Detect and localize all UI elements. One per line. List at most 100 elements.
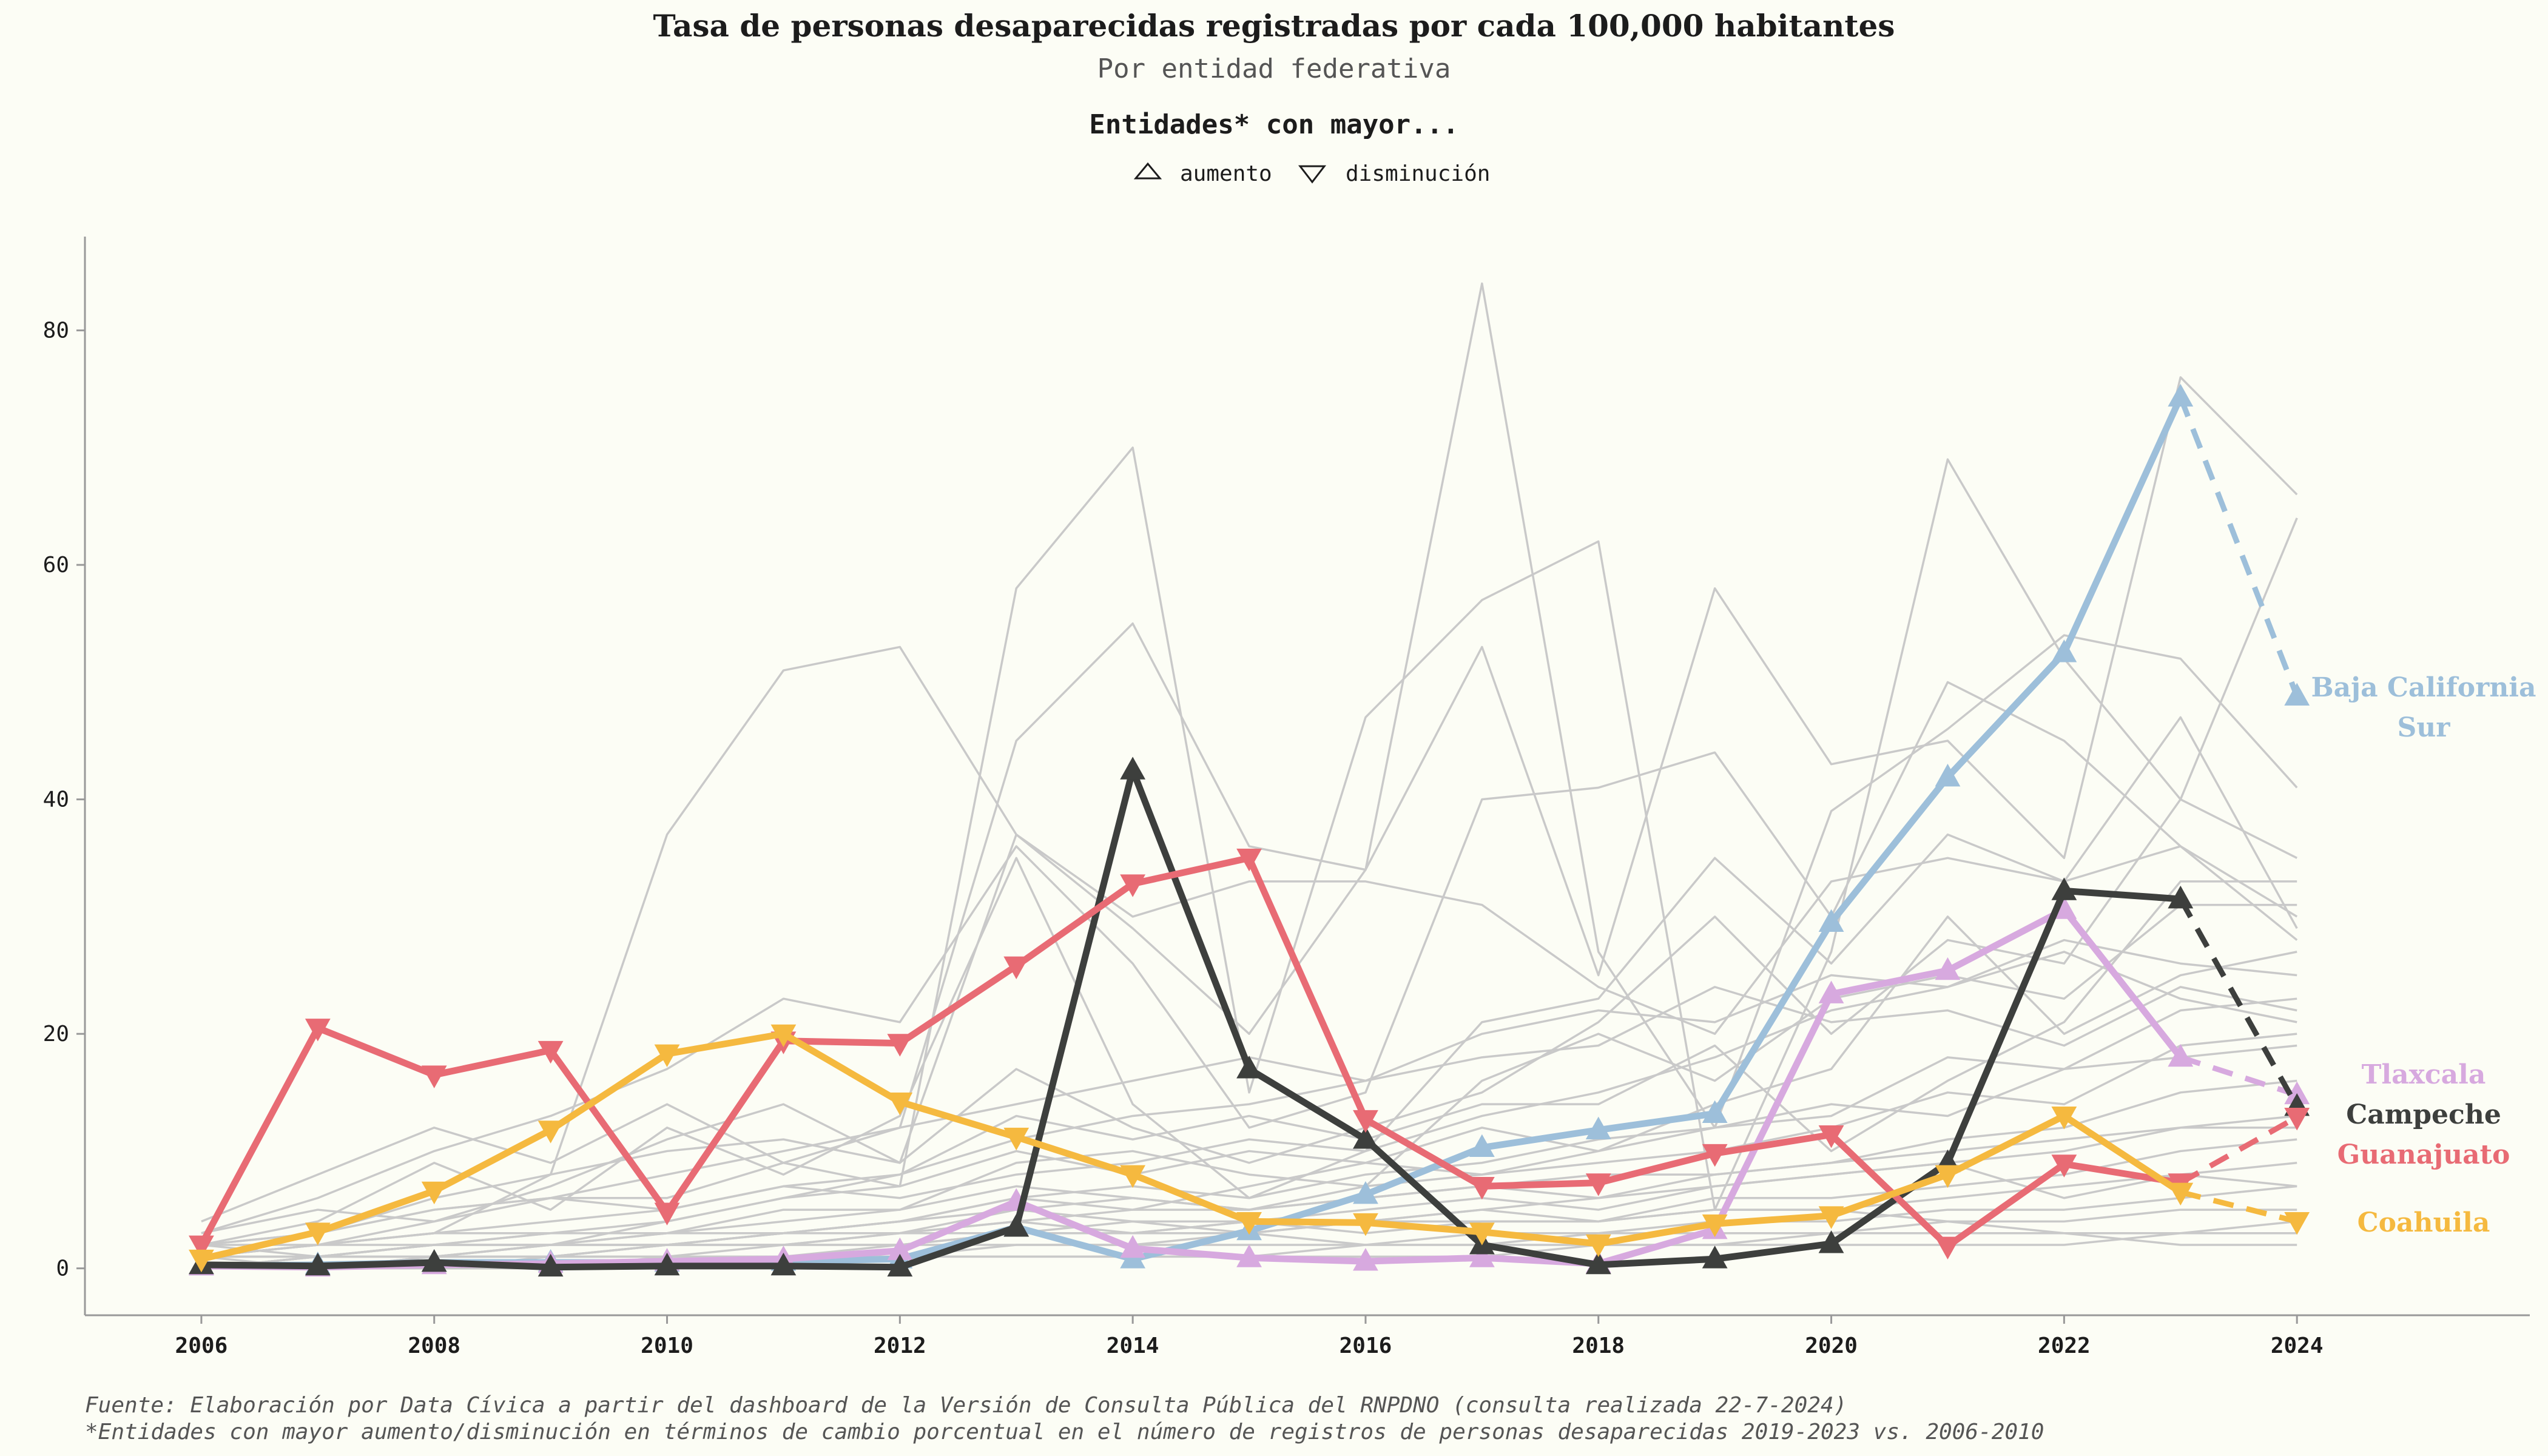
data-point-marker bbox=[421, 1181, 447, 1205]
x-tick-label: 2010 bbox=[641, 1333, 693, 1358]
data-point-marker bbox=[1469, 1134, 1495, 1158]
series-label: Baja California bbox=[2311, 672, 2536, 703]
data-point-marker bbox=[1236, 1244, 1262, 1267]
data-point-marker bbox=[421, 1249, 447, 1272]
highlight-series bbox=[189, 383, 2310, 1277]
axes: 0 20 40 60 80 2006 2008 2010 2012 2014 2016 2018 202… bbox=[43, 237, 2530, 1358]
projection-line bbox=[2178, 396, 2300, 698]
data-point-marker bbox=[1236, 848, 1262, 872]
y-tick-label: 60 bbox=[43, 553, 69, 578]
data-point-marker bbox=[1935, 957, 1961, 980]
data-point-marker bbox=[2051, 1107, 2077, 1130]
data-point-marker bbox=[1120, 874, 1146, 897]
projection-line bbox=[2179, 1054, 2298, 1097]
triangle-down-icon bbox=[1298, 165, 1327, 184]
data-point-marker bbox=[305, 1252, 331, 1276]
data-point-marker bbox=[1469, 1222, 1495, 1245]
data-point-marker bbox=[1585, 1234, 1611, 1258]
data-point-marker bbox=[1818, 980, 1844, 1003]
series-line bbox=[198, 394, 2184, 1270]
x-tick-label: 2024 bbox=[2271, 1333, 2324, 1358]
data-point-marker bbox=[538, 1121, 564, 1144]
background-series-line bbox=[201, 447, 2298, 1223]
x-tick-label: 2014 bbox=[1107, 1333, 1159, 1358]
data-point-marker bbox=[1702, 1214, 1728, 1238]
projection-marker bbox=[2284, 682, 2310, 706]
background-series-line bbox=[201, 951, 2297, 1246]
x-tick-label: 2022 bbox=[2038, 1333, 2091, 1358]
data-point-marker bbox=[2168, 885, 2194, 909]
data-point-marker bbox=[1353, 1126, 1378, 1149]
projection-marker bbox=[2284, 1107, 2310, 1131]
data-point-marker bbox=[1353, 1110, 1378, 1133]
data-point-marker bbox=[1469, 1244, 1495, 1267]
background-series-line bbox=[201, 716, 2298, 1246]
data-point-marker bbox=[1935, 1236, 1961, 1259]
data-point-marker bbox=[654, 1044, 680, 1068]
data-point-marker bbox=[1702, 1144, 1728, 1167]
data-point-marker bbox=[1935, 763, 1961, 787]
projection-line bbox=[2178, 897, 2300, 1108]
caption-source: Fuente: Elaboración por Data Cívica a pa… bbox=[85, 1393, 1847, 1418]
background-series-line bbox=[201, 282, 2298, 1246]
y-tick-label: 40 bbox=[43, 787, 69, 812]
data-point-marker bbox=[2168, 1043, 2194, 1067]
data-point-marker bbox=[2051, 877, 2077, 900]
background-series-line bbox=[201, 880, 2297, 1246]
data-point-marker bbox=[887, 1253, 913, 1277]
data-point-marker bbox=[305, 1019, 331, 1042]
chart-subtitle: Por entidad federativa bbox=[1097, 53, 1451, 84]
data-point-marker bbox=[887, 1237, 913, 1261]
series-line bbox=[198, 854, 2184, 1250]
y-tick-label: 80 bbox=[43, 318, 69, 343]
projection-marker bbox=[2284, 1081, 2310, 1105]
data-point-marker bbox=[2168, 1182, 2194, 1206]
data-point-marker bbox=[770, 1252, 797, 1276]
y-tick-label: 0 bbox=[56, 1256, 69, 1281]
series-coahuila bbox=[189, 1024, 2310, 1273]
data-point-marker bbox=[1818, 1230, 1844, 1253]
background-series-line bbox=[201, 986, 2297, 1258]
series-label: Guanajuato bbox=[2337, 1139, 2510, 1170]
background-series-line bbox=[201, 681, 2298, 1235]
data-point-marker bbox=[1353, 1181, 1378, 1204]
legend-item-disminucion: disminución bbox=[1346, 161, 1490, 186]
data-point-marker bbox=[1818, 1125, 1844, 1148]
data-point-marker bbox=[1353, 1213, 1378, 1236]
x-tick-label: 2020 bbox=[1805, 1333, 1858, 1358]
series-label: Coahuila bbox=[2358, 1207, 2490, 1238]
data-point-marker bbox=[1120, 1235, 1146, 1258]
projection-line bbox=[2179, 1114, 2299, 1185]
data-point-marker bbox=[1003, 1214, 1030, 1237]
data-point-marker bbox=[1818, 1206, 1844, 1229]
data-point-marker bbox=[1702, 1100, 1728, 1123]
caption-note: *Entidades con mayor aumento/disminución… bbox=[85, 1420, 2044, 1444]
series-line bbox=[198, 766, 2184, 1271]
series-label: Tlaxcala bbox=[2362, 1059, 2486, 1090]
data-point-marker bbox=[1236, 1212, 1262, 1235]
data-point-marker bbox=[538, 1040, 564, 1064]
data-point-marker bbox=[1120, 757, 1146, 780]
data-point-marker bbox=[2051, 1154, 2077, 1178]
legend-item-aumento: aumento bbox=[1180, 161, 1272, 186]
series-labels: Baja California Sur Tlaxcala Campeche Guanaj… bbox=[2311, 672, 2536, 1238]
background-series-line bbox=[201, 798, 2297, 1258]
data-point-marker bbox=[421, 1065, 447, 1088]
legend-title: Entidades* con mayor... bbox=[1089, 109, 1458, 140]
chart-title: Tasa de personas desaparecidas registrad… bbox=[653, 8, 1895, 44]
data-point-marker bbox=[1585, 1173, 1611, 1196]
data-point-marker bbox=[305, 1222, 331, 1245]
background-series bbox=[201, 282, 2298, 1270]
projection-line bbox=[2180, 1189, 2298, 1224]
x-tick-label: 2012 bbox=[874, 1333, 926, 1358]
series-line bbox=[198, 1030, 2184, 1262]
data-point-marker bbox=[2168, 383, 2194, 407]
data-point-marker bbox=[1353, 1248, 1378, 1271]
x-tick-label: 2008 bbox=[408, 1333, 460, 1358]
data-point-marker bbox=[1003, 956, 1030, 980]
y-tick-label: 20 bbox=[43, 1022, 69, 1046]
series-label: Sur bbox=[2398, 712, 2451, 743]
data-point-marker bbox=[1120, 1165, 1146, 1188]
data-point-marker bbox=[189, 1249, 214, 1273]
background-series-line bbox=[201, 1044, 2297, 1258]
